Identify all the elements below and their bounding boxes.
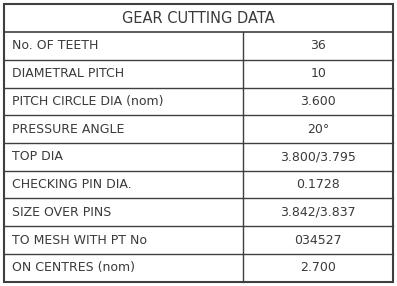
Text: PITCH CIRCLE DIA (nom): PITCH CIRCLE DIA (nom)	[12, 95, 164, 108]
Text: TOP DIA: TOP DIA	[12, 150, 63, 163]
Text: GEAR CUTTING DATA: GEAR CUTTING DATA	[122, 11, 275, 26]
Text: 3.842/3.837: 3.842/3.837	[280, 206, 356, 219]
Text: 2.700: 2.700	[300, 261, 336, 274]
Text: 3.800/3.795: 3.800/3.795	[280, 150, 356, 163]
Text: SIZE OVER PINS: SIZE OVER PINS	[12, 206, 111, 219]
Text: 3.600: 3.600	[300, 95, 336, 108]
Text: CHECKING PIN DIA.: CHECKING PIN DIA.	[12, 178, 131, 191]
Text: PRESSURE ANGLE: PRESSURE ANGLE	[12, 123, 124, 136]
Text: 0.1728: 0.1728	[296, 178, 340, 191]
Text: 10: 10	[310, 67, 326, 80]
Text: 36: 36	[310, 39, 326, 52]
Text: TO MESH WITH PT No: TO MESH WITH PT No	[12, 234, 147, 247]
Text: 034527: 034527	[294, 234, 342, 247]
Text: ON CENTRES (nom): ON CENTRES (nom)	[12, 261, 135, 274]
Text: 20°: 20°	[307, 123, 329, 136]
Text: DIAMETRAL PITCH: DIAMETRAL PITCH	[12, 67, 124, 80]
Text: No. OF TEETH: No. OF TEETH	[12, 39, 98, 52]
